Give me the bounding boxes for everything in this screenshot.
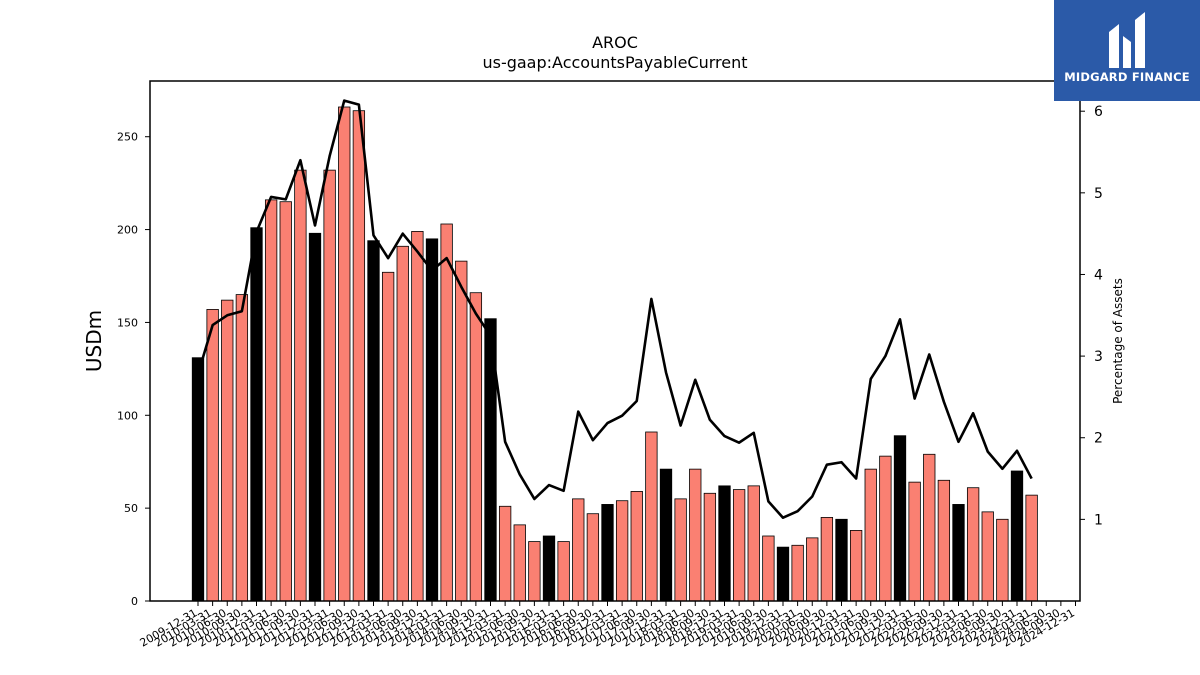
y2-tick-label: 6	[1094, 104, 1103, 120]
bar	[586, 513, 600, 602]
bar	[718, 485, 731, 602]
bar	[1025, 494, 1038, 602]
bar	[513, 524, 526, 602]
bar	[879, 455, 892, 602]
bar	[674, 498, 687, 602]
y2-tick-label: 3	[1094, 349, 1103, 365]
bar	[338, 106, 351, 602]
bar	[893, 435, 907, 602]
y-tick-label: 200	[117, 224, 138, 237]
y2-tick-label: 4	[1094, 267, 1103, 283]
bar	[630, 491, 643, 602]
brand-name: MIDGARD FINANCE	[1064, 70, 1190, 84]
bar	[308, 232, 322, 602]
bar	[981, 511, 994, 602]
bar	[952, 504, 965, 602]
percentage-line	[196, 99, 1033, 520]
bar	[440, 223, 453, 602]
plot-frame	[149, 80, 1081, 602]
plot-area: 0501001502002501234562009-12-312010-03-3…	[117, 99, 1103, 650]
bar	[455, 260, 468, 602]
bar	[206, 309, 219, 602]
y2-axis-label: Percentage of Assets	[1111, 278, 1125, 404]
bar	[235, 294, 249, 602]
bar	[703, 492, 717, 602]
bar	[542, 535, 556, 602]
bar	[923, 453, 936, 602]
bar	[221, 299, 234, 602]
bar	[806, 537, 819, 602]
chart-subtitle: us-gaap:AccountsPayableCurrent	[482, 53, 747, 72]
y-tick-label: 150	[117, 316, 138, 329]
bar	[601, 504, 614, 602]
bar	[367, 240, 380, 602]
bar	[776, 546, 790, 602]
brand-logo: MIDGARD FINANCE	[1054, 0, 1200, 101]
bar	[762, 535, 775, 602]
bar	[411, 231, 424, 602]
bar	[425, 238, 439, 602]
bar	[645, 431, 658, 602]
bar	[469, 292, 483, 602]
bar	[835, 518, 848, 602]
bar	[264, 199, 278, 602]
chart-title: AROC	[592, 33, 638, 52]
y-tick-label: 100	[117, 409, 138, 422]
bar	[996, 518, 1009, 602]
bar	[849, 530, 863, 602]
y2-tick-label: 5	[1094, 186, 1103, 202]
midgard-logo-icon	[1109, 12, 1145, 68]
bar	[864, 468, 877, 602]
bar	[191, 357, 205, 602]
bar	[937, 479, 951, 602]
bar	[323, 169, 336, 602]
bar	[1010, 470, 1024, 602]
bar	[294, 169, 307, 602]
bar	[352, 110, 366, 602]
bar	[966, 487, 980, 602]
bar	[557, 541, 570, 602]
y2-tick-label: 1	[1094, 512, 1103, 528]
bar	[250, 227, 263, 602]
y2-tick-label: 2	[1094, 431, 1103, 447]
y-axis-label: USDm	[82, 310, 106, 372]
bar	[659, 468, 673, 602]
bar	[908, 481, 921, 602]
bar	[732, 489, 746, 602]
bar	[615, 500, 629, 602]
bar	[572, 498, 585, 602]
bar	[279, 201, 292, 602]
bar	[381, 271, 395, 602]
bar	[747, 485, 760, 602]
bar	[396, 245, 409, 602]
bar	[791, 544, 804, 602]
y-tick-label: 0	[131, 595, 138, 608]
bar	[498, 505, 512, 602]
bar	[689, 468, 702, 602]
y-tick-label: 250	[117, 131, 138, 144]
bar	[820, 517, 834, 602]
bar	[528, 541, 541, 602]
y-tick-label: 50	[124, 502, 138, 515]
